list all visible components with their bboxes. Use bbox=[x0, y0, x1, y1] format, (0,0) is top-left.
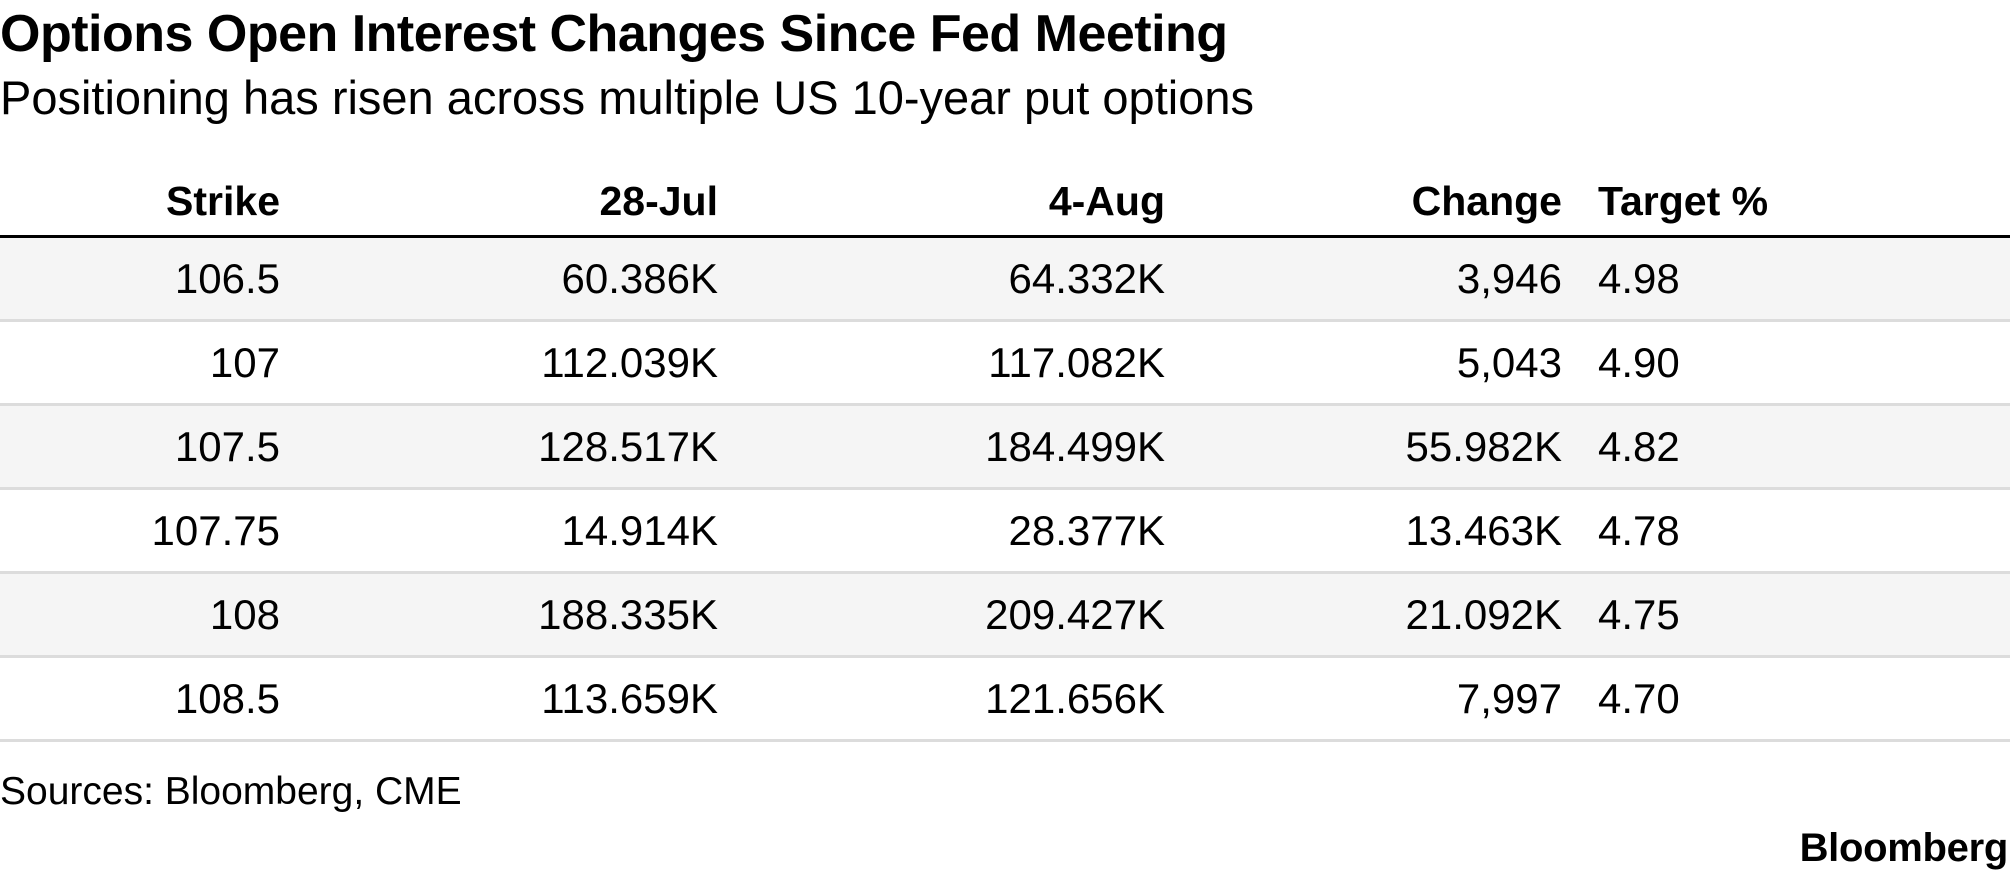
cell-strike: 107.75 bbox=[151, 506, 280, 554]
cell-change: 13.463K bbox=[1405, 506, 1562, 554]
cell-28-jul: 60.386K bbox=[561, 254, 718, 302]
cell-strike: 107.5 bbox=[174, 422, 280, 470]
cell-target-pct: 4.78 bbox=[1598, 506, 1680, 554]
table-row: 107 112.039K 117.082K 5,043 4.90 bbox=[0, 322, 2010, 406]
cell-4-aug: 117.082K bbox=[988, 338, 1165, 386]
cell-4-aug: 209.427K bbox=[985, 590, 1165, 638]
cell-4-aug: 64.332K bbox=[1008, 254, 1165, 302]
bloomberg-logo: Bloomberg bbox=[1799, 826, 2009, 870]
table-row: 107.5 128.517K 184.499K 55.982K 4.82 bbox=[0, 406, 2010, 490]
table-row: 108.5 113.659K 121.656K 7,997 4.70 bbox=[0, 658, 2010, 742]
table-header-row: Strike 28-Jul 4-Aug Change Target % bbox=[0, 168, 2010, 238]
cell-change: 3,946 bbox=[1456, 254, 1562, 302]
cell-change: 7,997 bbox=[1456, 674, 1562, 722]
column-header-target-pct: Target % bbox=[1598, 178, 1769, 224]
cell-strike: 107 bbox=[209, 338, 280, 386]
cell-28-jul: 14.914K bbox=[561, 506, 718, 554]
cell-target-pct: 4.75 bbox=[1598, 590, 1680, 638]
column-header-strike: Strike bbox=[166, 178, 280, 224]
cell-strike: 108 bbox=[209, 590, 280, 638]
chart-title: Options Open Interest Changes Since Fed … bbox=[0, 5, 1228, 63]
column-header-4-aug: 4-Aug bbox=[1048, 178, 1165, 224]
cell-4-aug: 184.499K bbox=[985, 422, 1165, 470]
chart-subtitle: Positioning has risen across multiple US… bbox=[0, 71, 1254, 124]
cell-change: 5,043 bbox=[1456, 338, 1562, 386]
cell-change: 21.092K bbox=[1405, 590, 1562, 638]
cell-strike: 108.5 bbox=[174, 674, 280, 722]
cell-change: 55.982K bbox=[1405, 422, 1562, 470]
table-row: 107.75 14.914K 28.377K 13.463K 4.78 bbox=[0, 490, 2010, 574]
cell-28-jul: 128.517K bbox=[538, 422, 718, 470]
cell-target-pct: 4.90 bbox=[1598, 338, 1680, 386]
cell-28-jul: 113.659K bbox=[541, 674, 718, 722]
cell-target-pct: 4.98 bbox=[1598, 254, 1680, 302]
cell-28-jul: 188.335K bbox=[538, 590, 718, 638]
cell-4-aug: 121.656K bbox=[985, 674, 1165, 722]
column-header-change: Change bbox=[1411, 178, 1562, 224]
data-table: Strike 28-Jul 4-Aug Change Target % 106.… bbox=[0, 168, 2010, 742]
source-note: Sources: Bloomberg, CME bbox=[0, 770, 462, 813]
cell-strike: 106.5 bbox=[174, 254, 280, 302]
column-header-28-jul: 28-Jul bbox=[599, 178, 719, 224]
cell-28-jul: 112.039K bbox=[541, 338, 718, 386]
table-row: 108 188.335K 209.427K 21.092K 4.75 bbox=[0, 574, 2010, 658]
cell-target-pct: 4.70 bbox=[1598, 674, 1680, 722]
cell-4-aug: 28.377K bbox=[1008, 506, 1165, 554]
cell-target-pct: 4.82 bbox=[1598, 422, 1680, 470]
table-row: 106.5 60.386K 64.332K 3,946 4.98 bbox=[0, 238, 2010, 322]
